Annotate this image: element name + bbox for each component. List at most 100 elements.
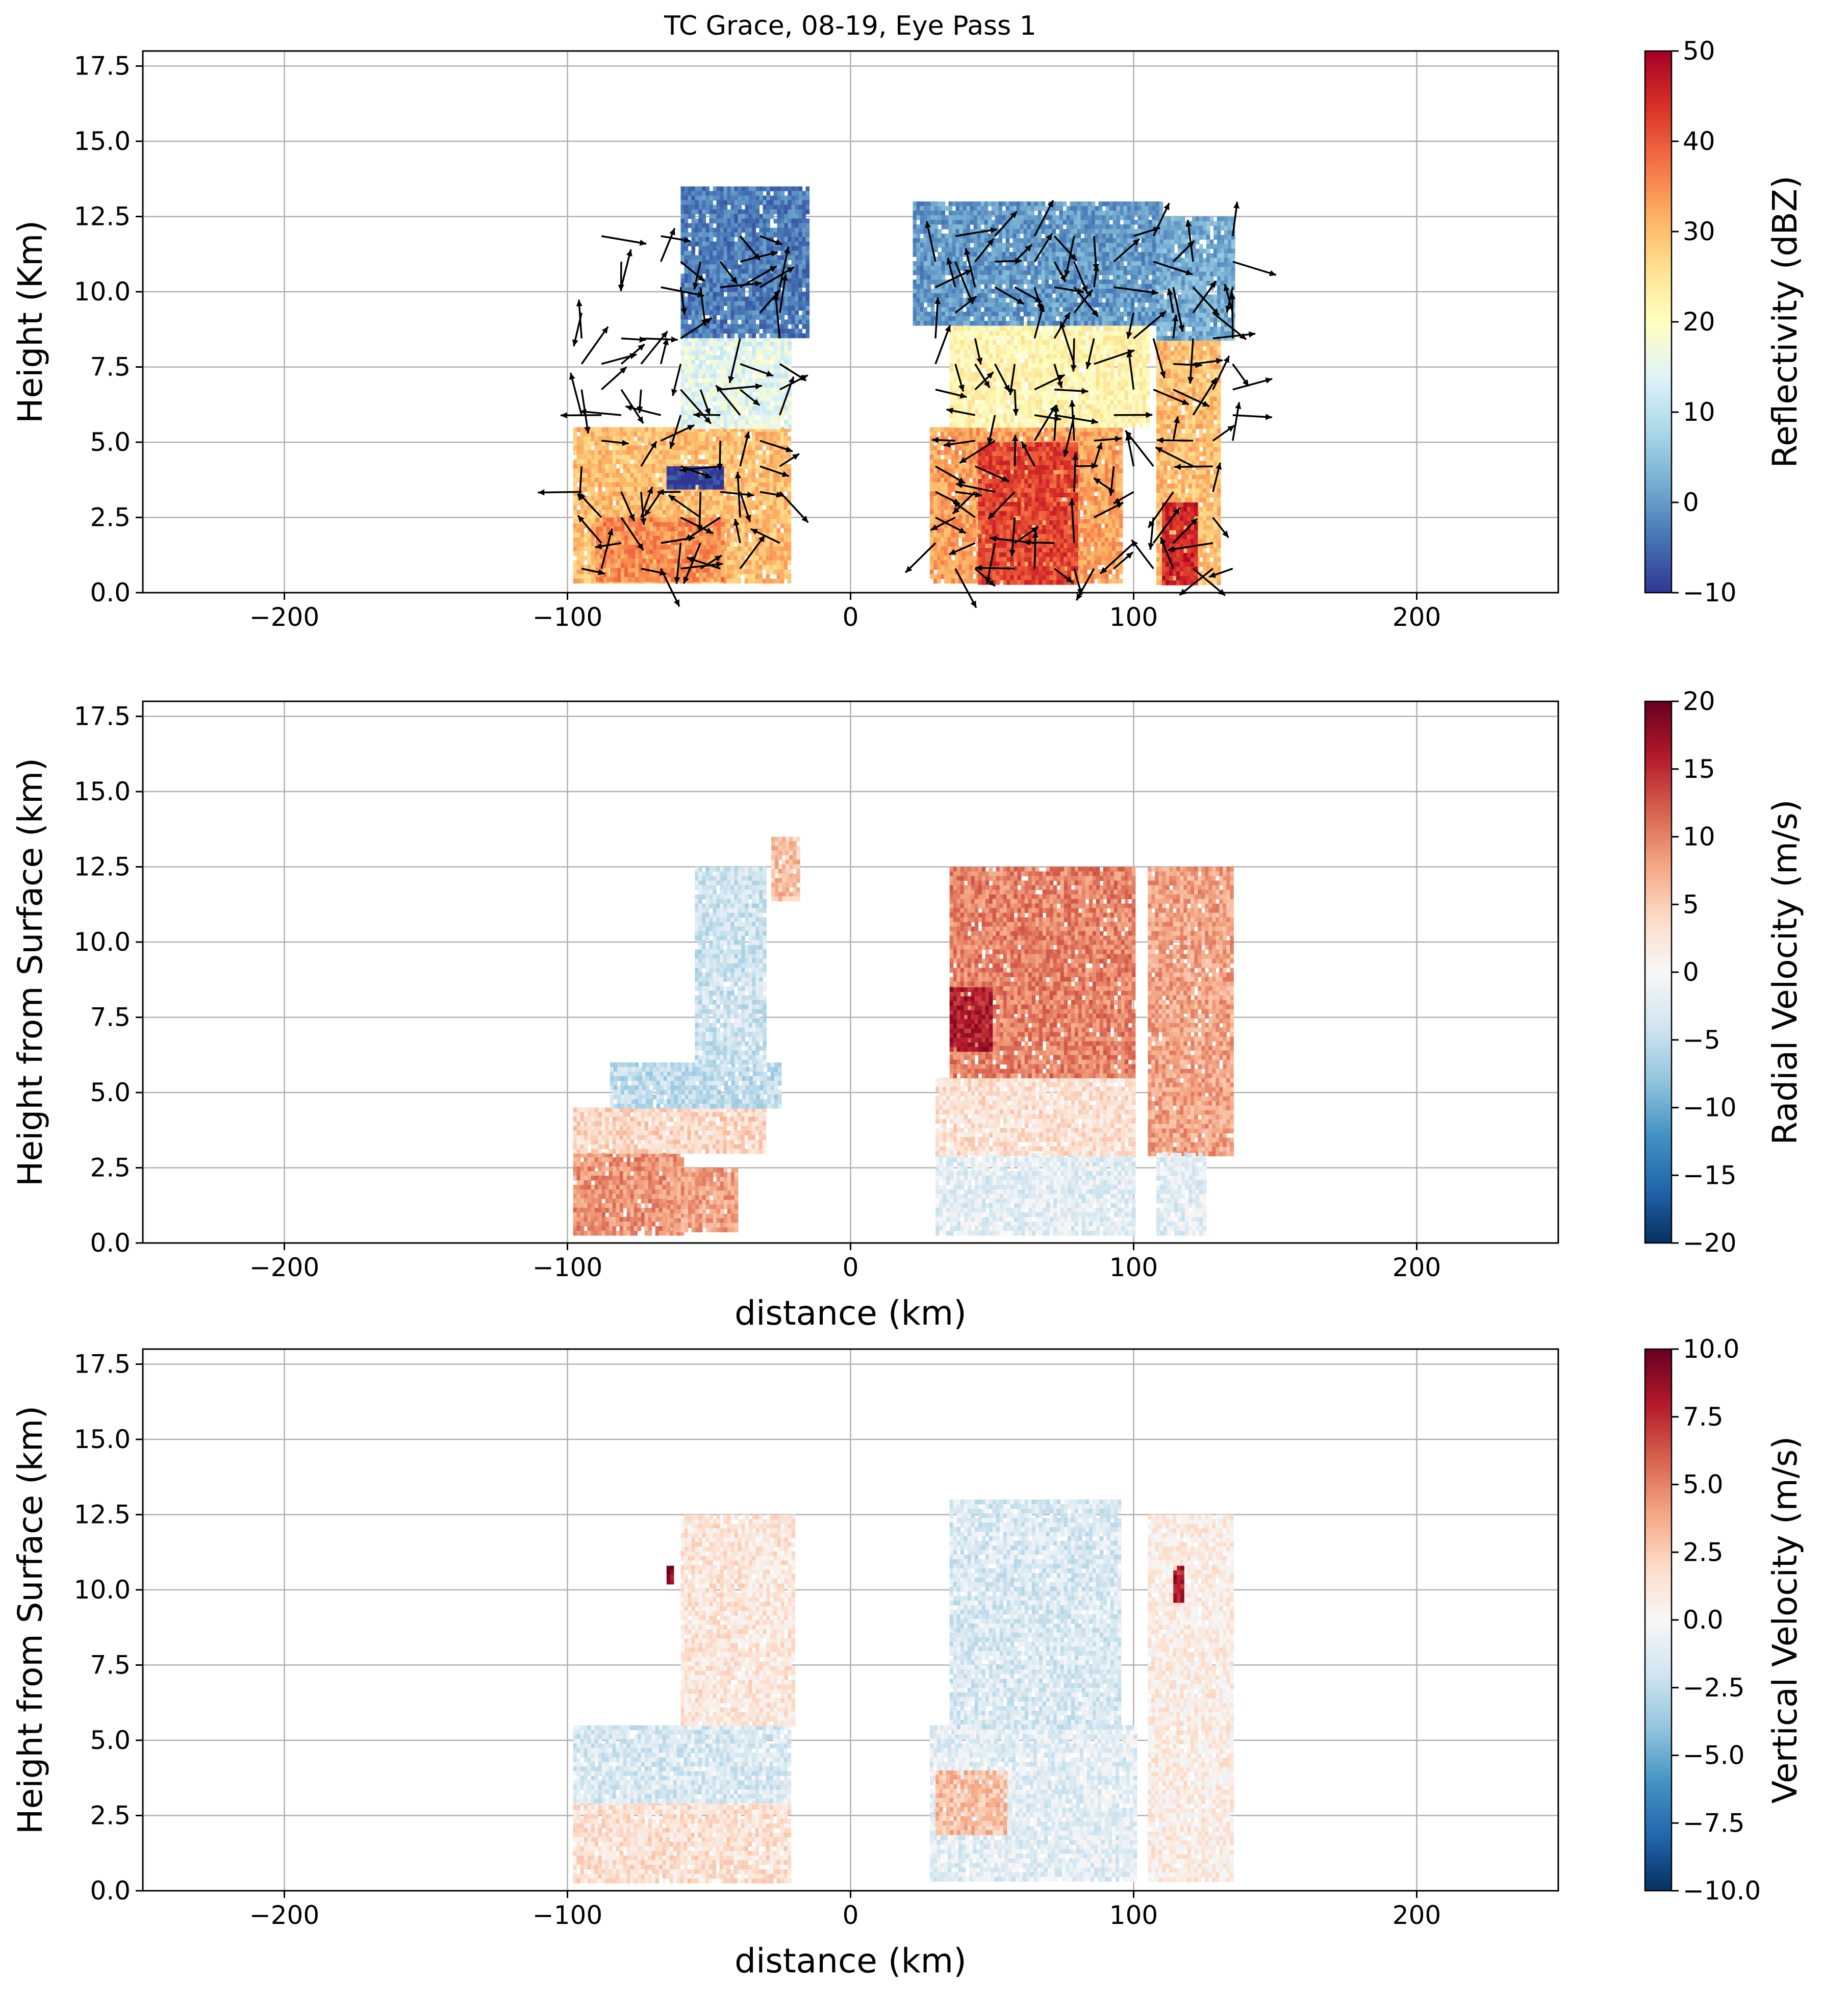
data-cell [752,388,756,393]
data-cell [788,437,792,442]
data-cell [763,420,767,425]
data-cell [734,455,738,460]
data-cell [760,292,764,297]
panel-1: −200 −100 0 100 2000.02.55.07.510.012.515.01… [11,36,1805,632]
data-cell [759,487,763,492]
data-cell [706,288,710,293]
data-cell [702,505,706,511]
data-cell [735,329,739,334]
data-cell [774,256,778,261]
data-cell [966,427,970,433]
data-cell [573,441,577,446]
data-cell [802,223,806,229]
data-cell [666,427,670,433]
data-cell [773,473,777,478]
data-cell [766,432,770,437]
data-cell [699,219,703,224]
data-cell [735,397,739,402]
data-cell [784,432,788,437]
data-cell [577,528,581,534]
data-cell [763,469,767,474]
data-cell [623,469,627,474]
data-cell [706,334,710,339]
data-cell [738,223,742,229]
data-cell [681,219,685,224]
data-cell [588,437,592,442]
data-cell [717,392,721,397]
data-cell [660,518,664,523]
data-cell [591,441,595,446]
data-cell [630,450,635,455]
data-cell [724,301,728,307]
data-cell [681,360,685,365]
data-cell [713,346,717,351]
data-cell [752,415,756,420]
data-cell [1083,446,1087,451]
data-cell [788,519,792,524]
data-cell [727,256,731,261]
data-cell [958,469,963,474]
data-cell [770,342,774,347]
data-cell [780,574,784,579]
data-cell [760,297,764,302]
data-cell [774,329,778,334]
data-cell [695,237,699,242]
data-cell [688,187,692,192]
data-cell [720,475,724,480]
data-cell [780,515,784,520]
data-cell [742,187,746,192]
data-cell [720,274,724,279]
data-cell [749,401,753,407]
data-cell [598,492,602,497]
data-cell [774,210,778,215]
data-cell [1094,473,1098,478]
data-cell [734,565,738,570]
data-cell [770,320,774,325]
data-cell [745,297,749,302]
data-cell [713,420,717,425]
data-cell [748,524,752,529]
data-cell [1001,437,1005,442]
data-cell [591,437,595,442]
data-cell [584,515,588,520]
data-cell [710,292,714,297]
data-cell [752,237,756,242]
data-cell [734,487,738,492]
data-cell [1091,487,1095,492]
data-cell [788,292,792,297]
data-cell [773,565,777,570]
data-cell [760,424,764,429]
data-cell [756,406,760,411]
data-cell [944,483,948,488]
data-cell [788,469,792,474]
data-cell [784,542,788,547]
data-cell [788,406,792,411]
data-cell [1094,487,1098,492]
data-cell [664,518,668,523]
data-cell [752,292,756,297]
data-cell [777,233,781,238]
data-cell [731,288,735,293]
data-cell [714,522,718,527]
data-cell [580,441,585,446]
data-cell [958,427,963,433]
data-cell [688,392,692,397]
data-cell [695,301,699,307]
data-cell [605,501,610,506]
data-cell [759,496,763,501]
data-cell [670,466,674,471]
data-cell [688,251,692,256]
data-cell [631,545,636,550]
data-cell [681,475,685,480]
data-cell [742,320,746,325]
data-cell [1062,432,1066,437]
data-cell [777,369,781,374]
data-cell [631,577,636,582]
data-cell [799,219,803,224]
data-cell [621,545,625,550]
data-cell [660,536,664,541]
data-cell [741,473,745,478]
data-cell [770,487,774,492]
data-cell [646,531,650,537]
data-cell [617,522,621,527]
